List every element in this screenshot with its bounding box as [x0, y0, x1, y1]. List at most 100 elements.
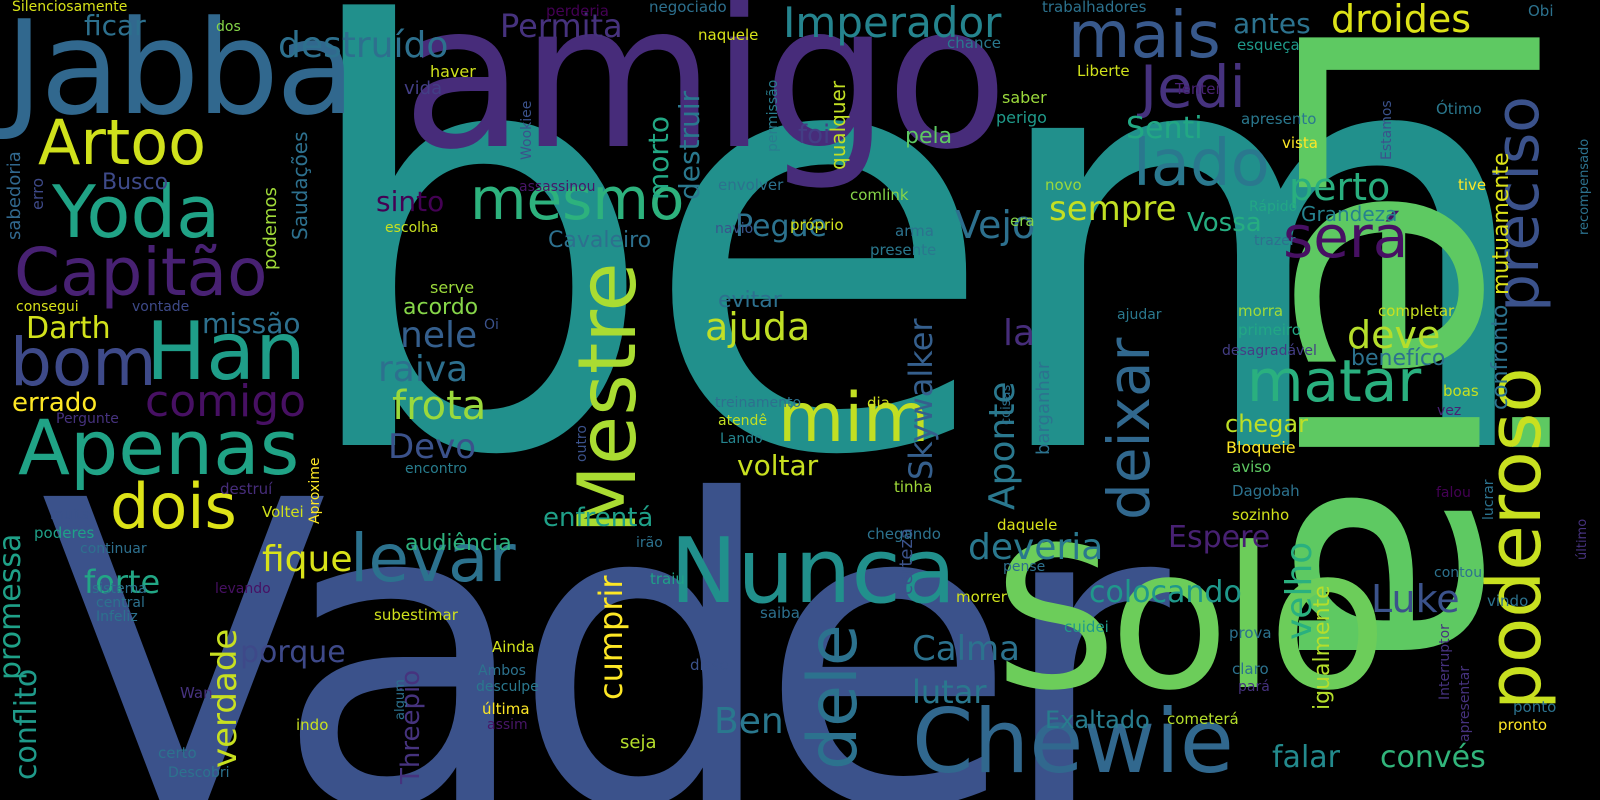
word-foi: foi: [798, 120, 831, 150]
word-droides: droides: [1331, 0, 1472, 41]
word-vindo: vindo: [1487, 592, 1529, 610]
word-sempre: sempre: [1049, 189, 1177, 229]
word-destruido: destruído: [278, 25, 449, 66]
word-morrer: morrer: [956, 588, 1007, 606]
word-barganhar: barganhar: [1033, 361, 1054, 455]
word-amigo: amigo: [402, 0, 1008, 194]
word-vista: vista: [1282, 134, 1318, 152]
word-serve: serve: [430, 278, 475, 297]
word-calma: Calma: [912, 629, 1020, 669]
word-saudacoes: Saudações: [288, 131, 312, 240]
word-capitao: Capitão: [14, 234, 268, 311]
word-estamos: Estamos: [1379, 100, 1395, 160]
word-acordo: acordo: [403, 295, 479, 320]
word-mesmo: mesmo: [470, 165, 685, 233]
word-boas: boas: [1443, 382, 1479, 400]
word-lutar: lutar: [912, 673, 987, 711]
word-trazer: trazer: [1254, 233, 1296, 249]
word-pela: pela: [905, 124, 953, 149]
word-consegui: consegui: [16, 299, 79, 315]
word-morto: morto: [642, 115, 675, 200]
word-presente: presente: [870, 241, 937, 259]
word-nunca: Nunca: [670, 519, 957, 624]
word-ultimo_u: último: [1575, 518, 1590, 560]
word-certo: certo: [158, 744, 197, 762]
word-poderes: poderes: [34, 524, 95, 542]
word-chance: chance: [947, 34, 1001, 52]
word-erro: erro: [28, 177, 47, 210]
word-igualmente: igualmente: [1310, 585, 1335, 710]
word-treinamento: treinamento: [715, 395, 802, 411]
word-forte: forte: [84, 563, 161, 601]
word-mutuamente: mutuamente: [1489, 152, 1514, 296]
word-deve: deve: [1347, 313, 1441, 357]
word-esqueca: esqueça: [1237, 36, 1300, 54]
word-voltei: Voltei: [262, 503, 304, 521]
word-oi: Oi: [484, 317, 499, 333]
word-ajudar: ajudar: [1117, 307, 1162, 323]
word-encontro: encontro: [405, 461, 468, 477]
word-chegando: chegando: [867, 525, 941, 543]
word-ficar: ficar: [84, 9, 146, 42]
word-permita: Permita: [500, 7, 623, 45]
word-perto: perto: [1289, 165, 1391, 209]
word-recompensado: recompensado: [1577, 138, 1592, 235]
word-dagobah: Dagobah: [1232, 482, 1300, 500]
word-perigo: perigo: [996, 108, 1047, 127]
word-darth: Darth: [26, 311, 111, 346]
word-ainda: Ainda: [492, 638, 535, 656]
word-evitar: evitar: [718, 288, 782, 313]
word-arma: arma: [895, 222, 934, 240]
word-espere: Espere: [1168, 520, 1271, 555]
word-voltar: voltar: [737, 449, 819, 482]
word-saber: saber: [1002, 88, 1047, 107]
word-han: Han: [146, 305, 306, 398]
word-prova: prova: [1229, 624, 1272, 642]
word-pergunte: Pergunte: [56, 411, 119, 427]
word-chewie: Chewie: [912, 690, 1234, 793]
word-porque: porque: [240, 635, 346, 670]
word-destrui: destruí: [220, 480, 273, 498]
word-dos: dos: [216, 19, 241, 35]
word-indo: indo: [296, 716, 329, 734]
word-subestimar: subestimar: [374, 606, 458, 624]
word-outro: outro: [574, 425, 590, 462]
word-enfrenta: enfrentá: [543, 503, 654, 533]
word-negociado: negociado: [649, 0, 727, 16]
word-conves: convés: [1380, 740, 1486, 775]
word-devo: Devo: [388, 427, 477, 467]
word-colocando: colocando: [1089, 575, 1242, 610]
word-apresentar: apresentar: [1457, 665, 1473, 742]
word-ambos: Ambos: [478, 663, 526, 679]
word-poderoso: poderoso: [1472, 367, 1558, 710]
word-tentei: Tentei: [1175, 80, 1220, 98]
word-coisas: coisas: [999, 384, 1014, 425]
word-claro: claro: [1232, 660, 1269, 678]
word-senti: Senti: [1126, 111, 1203, 146]
word-pense: pense: [1003, 559, 1046, 575]
word-muita: muita: [50, 507, 91, 523]
word-liberte: Liberte: [1077, 62, 1130, 80]
word-mestre: Mestre: [561, 262, 654, 534]
word-cometera: cometerá: [1167, 710, 1239, 728]
word-dois: dois: [110, 470, 237, 543]
word-interruptor: Interruptor: [1437, 624, 1453, 700]
word-desculpe: desculpe: [476, 679, 539, 695]
word-grandeza: Grandeza: [1301, 202, 1398, 226]
word-falar: falar: [1272, 740, 1340, 775]
word-escolha: escolha: [385, 220, 439, 236]
word-jabba: Jabba: [5, 0, 356, 144]
word-confronto: confronto: [1488, 304, 1513, 410]
word-chegar: chegar: [1225, 410, 1308, 438]
word-ajuda: ajuda: [705, 305, 811, 349]
word-tive: tive: [1458, 176, 1487, 194]
word-irao: irão: [636, 535, 663, 551]
word-perderia: perderia: [546, 2, 609, 20]
word-daquele: daquele: [997, 516, 1058, 534]
word-jedi: Jedi: [1140, 53, 1246, 121]
word-bem: bem: [290, 0, 1544, 582]
word-ultima: última: [482, 700, 530, 718]
word-bloqueie: Bloqueie: [1226, 438, 1296, 457]
word-novo: novo: [1045, 176, 1082, 194]
word-sabedoria: sabedoria: [4, 151, 25, 240]
